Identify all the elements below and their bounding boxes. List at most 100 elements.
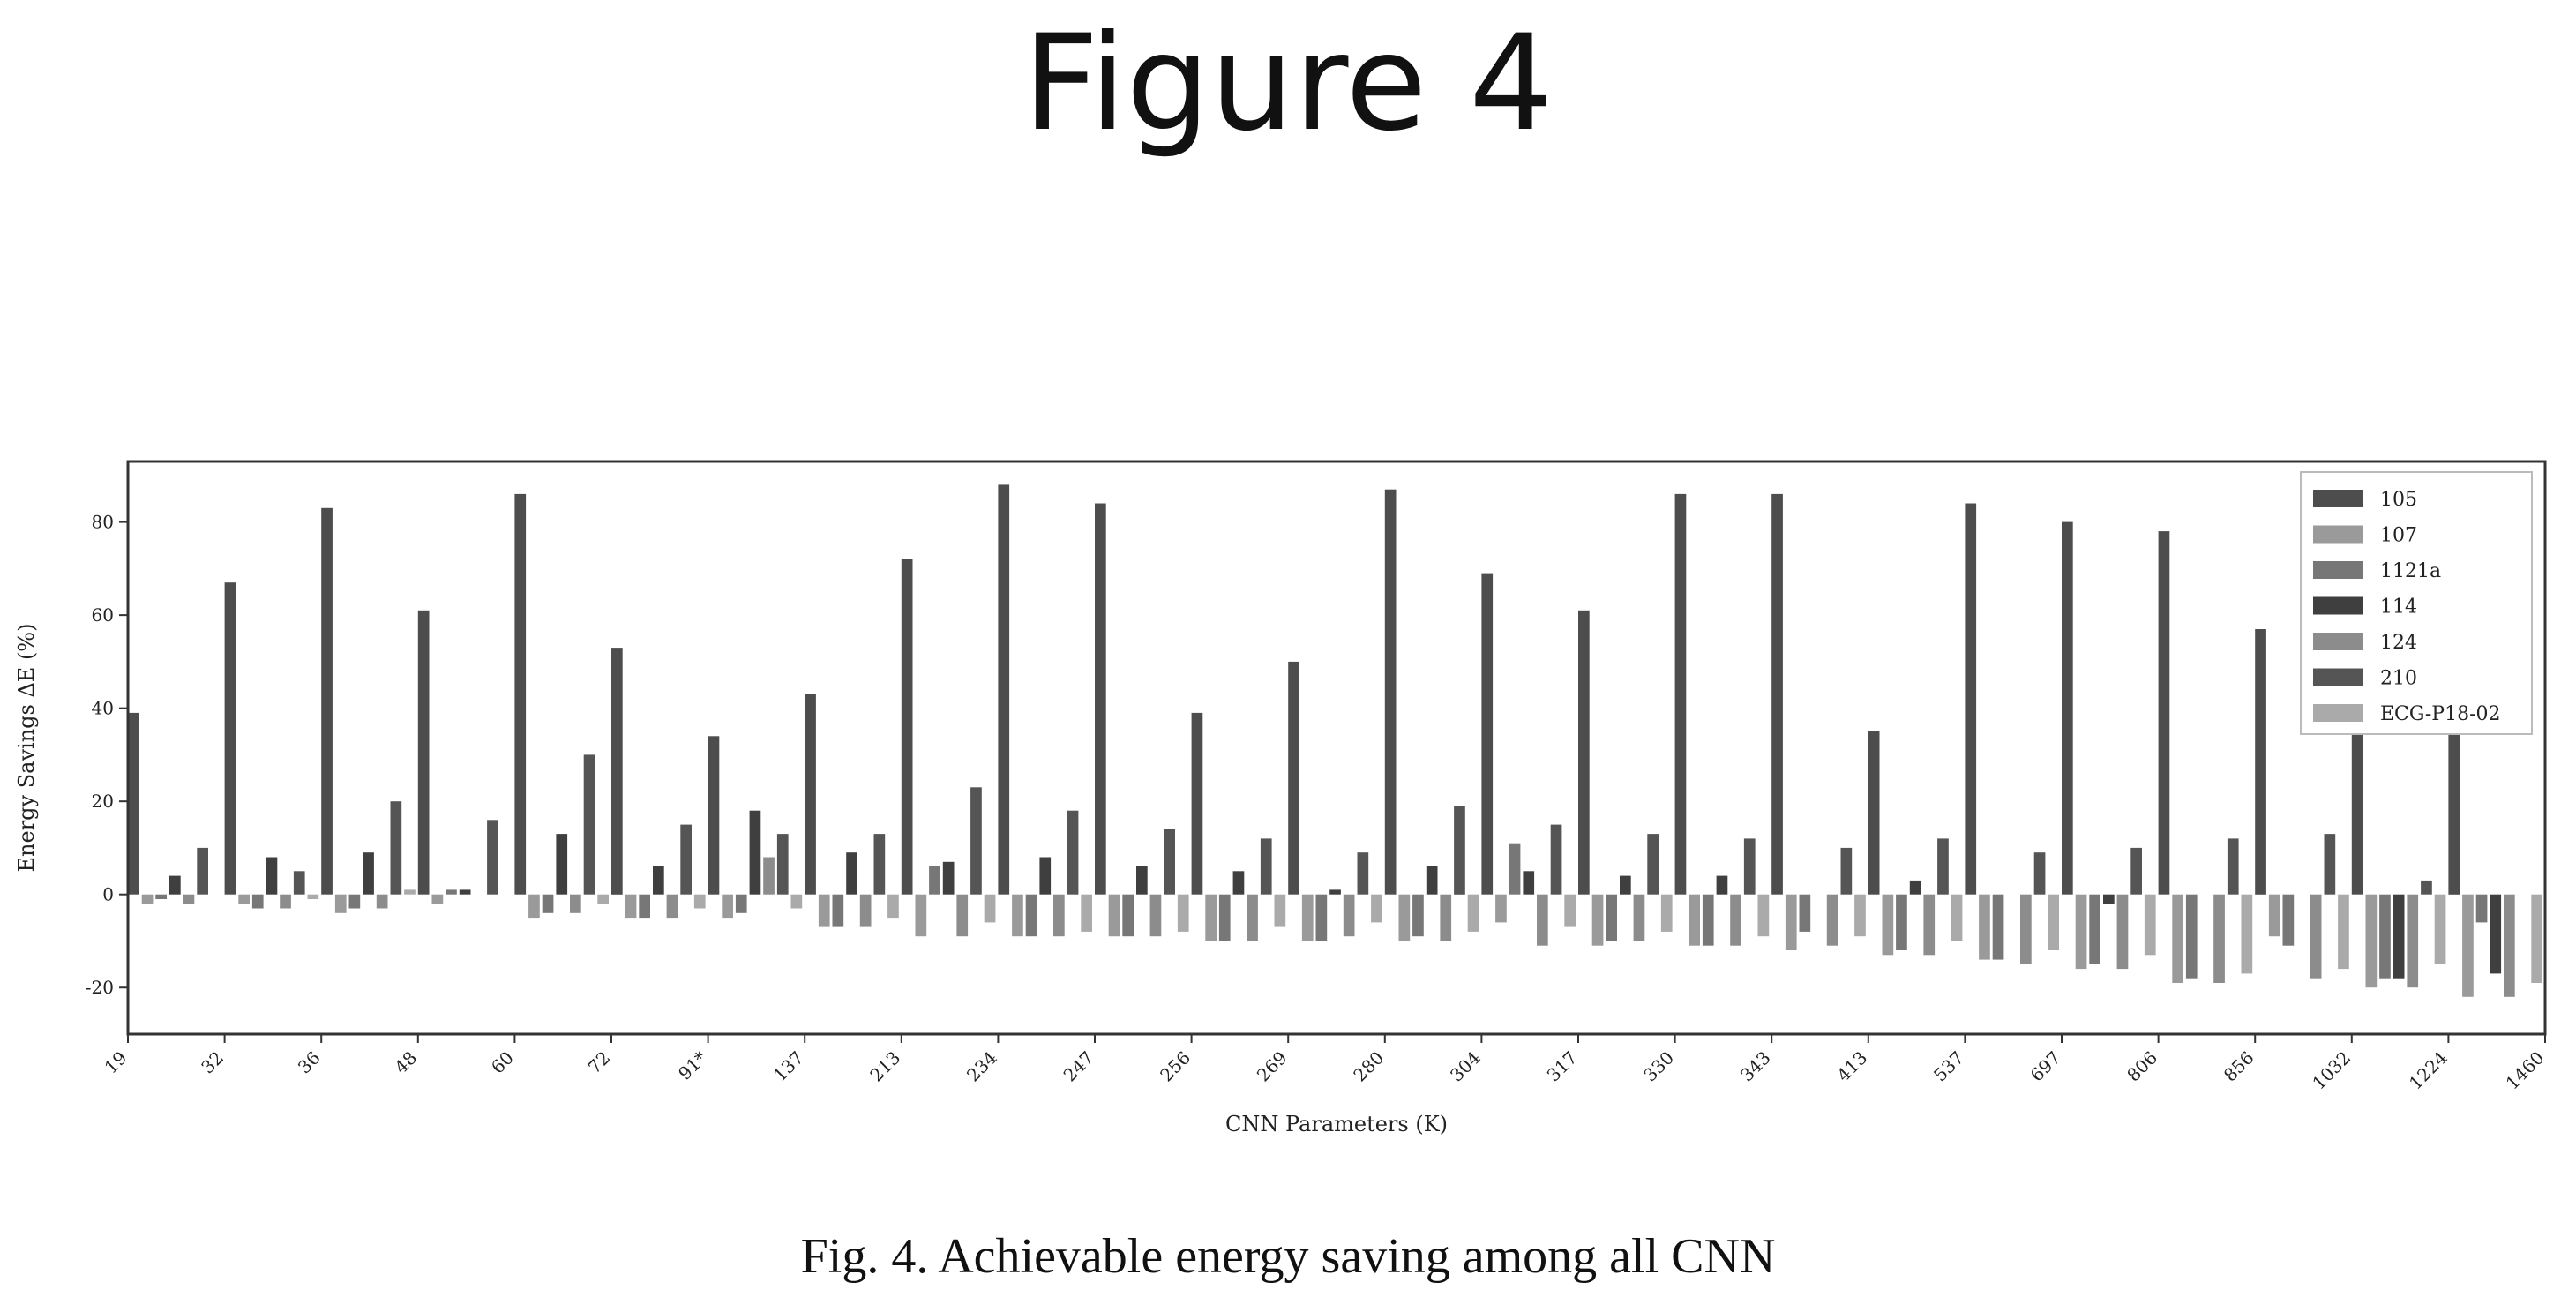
bar-107-1224 — [2462, 894, 2474, 997]
x-tick-label: 72 — [584, 1047, 615, 1078]
bar-ECG-P18-02-856 — [2338, 894, 2349, 970]
bar-1121a-856 — [2282, 894, 2295, 946]
bar-ECG-P18-02-280 — [1467, 894, 1479, 932]
bar-210-234 — [1067, 810, 1079, 895]
x-tick-label: 247 — [1060, 1047, 1098, 1086]
bar-105-269 — [1288, 661, 1299, 895]
bar-107-213 — [915, 894, 927, 937]
bar-114-269 — [1329, 889, 1341, 895]
bar-210-19 — [197, 847, 208, 895]
bar-ECG-P18-02-213 — [984, 894, 996, 923]
legend: 105 107 1121a 114 124 210 ECG-P18-02 — [2300, 471, 2533, 735]
bar-210-856 — [2324, 834, 2336, 895]
bar-chart: -20 0 20 40 60 80 19 32 36 48 60 72 91* 137 213 234 247… — [14, 460, 2549, 1136]
bar-ECG-P18-02-304 — [1564, 894, 1576, 927]
bar-114-213 — [942, 861, 955, 895]
bar-1121a-36 — [348, 894, 361, 909]
bar-107-537 — [1979, 894, 1990, 960]
bar-107-234 — [1012, 894, 1023, 937]
y-axis: -20 0 20 40 60 80 — [86, 512, 128, 998]
x-tick-label: 1224 — [2405, 1047, 2452, 1094]
x-tick-label: 697 — [2026, 1047, 2065, 1086]
bar-105-247 — [1095, 503, 1106, 895]
bar-ECG-P18-02-247 — [1177, 894, 1189, 932]
x-tick-label: 60 — [487, 1047, 518, 1078]
bar-1121a-280 — [1412, 894, 1424, 937]
legend-label: 105 — [2380, 489, 2417, 511]
x-tick-label: 330 — [1639, 1047, 1678, 1086]
x-tick-label: 269 — [1253, 1047, 1292, 1086]
bar-105-91* — [708, 736, 720, 895]
bar-107-256 — [1205, 894, 1217, 941]
bar-ECG-P18-02-317 — [1660, 894, 1673, 932]
bar-107-280 — [1398, 894, 1411, 941]
y-tick-label: 60 — [92, 604, 114, 626]
bar-1121a-330 — [1702, 894, 1714, 946]
x-tick-label: 36 — [294, 1047, 325, 1078]
legend-swatch-105 — [2313, 490, 2363, 507]
bar-ECG-P18-02-343 — [1854, 894, 1866, 937]
bar-1121a-247 — [1122, 894, 1134, 937]
bar-107-247 — [1108, 894, 1120, 937]
bar-107-32 — [238, 894, 250, 904]
bar-107-413 — [1882, 894, 1894, 956]
bar-124-413 — [1923, 894, 1936, 956]
bar-105-413 — [1868, 731, 1880, 895]
bar-114-72 — [653, 866, 664, 895]
bar-124-32 — [280, 894, 291, 909]
bar-105-256 — [1191, 712, 1203, 895]
bar-ECG-P18-02-36 — [404, 889, 416, 895]
x-axis-title: CNN Parameters (K) — [1225, 1112, 1448, 1136]
bar-124-806 — [2213, 894, 2225, 983]
bar-124-280 — [1440, 894, 1452, 941]
bar-ECG-P18-02-413 — [1951, 894, 1963, 941]
bar-124-91* — [763, 857, 775, 895]
y-tick-label: 20 — [92, 791, 114, 812]
bar-105-72 — [611, 648, 623, 895]
bar-210-697 — [2130, 847, 2142, 895]
bar-114-32 — [266, 857, 278, 895]
bar-105-856 — [2255, 629, 2266, 895]
bar-210-36 — [390, 801, 402, 895]
x-tick-label: 1032 — [2308, 1047, 2355, 1094]
bar-107-19 — [141, 894, 154, 904]
bar-114-36 — [363, 852, 374, 895]
legend-label: 107 — [2380, 525, 2417, 547]
bar-114-234 — [1039, 857, 1052, 895]
bar-124-72 — [666, 894, 678, 919]
bar-1121a-48 — [446, 889, 457, 895]
legend-swatch-114 — [2313, 596, 2363, 615]
bar-105-317 — [1578, 610, 1590, 895]
bar-1121a-413 — [1896, 894, 1907, 950]
bar-124-137 — [859, 894, 872, 927]
bar-ECG-P18-02-32 — [307, 894, 319, 899]
y-tick-label: 80 — [92, 512, 114, 533]
bar-105-697 — [2062, 521, 2073, 895]
bar-114-19 — [169, 875, 181, 895]
bar-124-60 — [570, 894, 581, 913]
bar-ECG-P18-02-137 — [887, 894, 899, 919]
bar-1121a-343 — [1799, 894, 1811, 932]
bar-210-317 — [1647, 834, 1659, 895]
bar-107-330 — [1689, 894, 1700, 946]
bar-114-60 — [556, 834, 568, 895]
x-tick-label: 19 — [101, 1047, 131, 1078]
bar-1121a-256 — [1218, 894, 1231, 941]
bar-114-247 — [1136, 866, 1148, 895]
legend-swatch-124 — [2313, 633, 2363, 650]
bar-105-1224 — [2448, 726, 2460, 895]
x-tick-label: 1460 — [2502, 1047, 2549, 1094]
bar-1121a-317 — [1606, 894, 1617, 941]
x-tick-label: 213 — [865, 1047, 904, 1086]
bar-210-247 — [1164, 829, 1175, 895]
bar-105-1032 — [2351, 712, 2363, 895]
bar-107-697 — [2075, 894, 2087, 970]
bar-105-806 — [2158, 531, 2170, 895]
bar-210-537 — [2033, 852, 2046, 895]
x-tick-label: 91* — [674, 1047, 711, 1084]
bar-105-280 — [1384, 489, 1397, 895]
bar-114-1032 — [2393, 894, 2405, 979]
bar-124-856 — [2310, 894, 2322, 979]
bar-210-72 — [680, 824, 692, 895]
bar-105-48 — [417, 610, 430, 895]
